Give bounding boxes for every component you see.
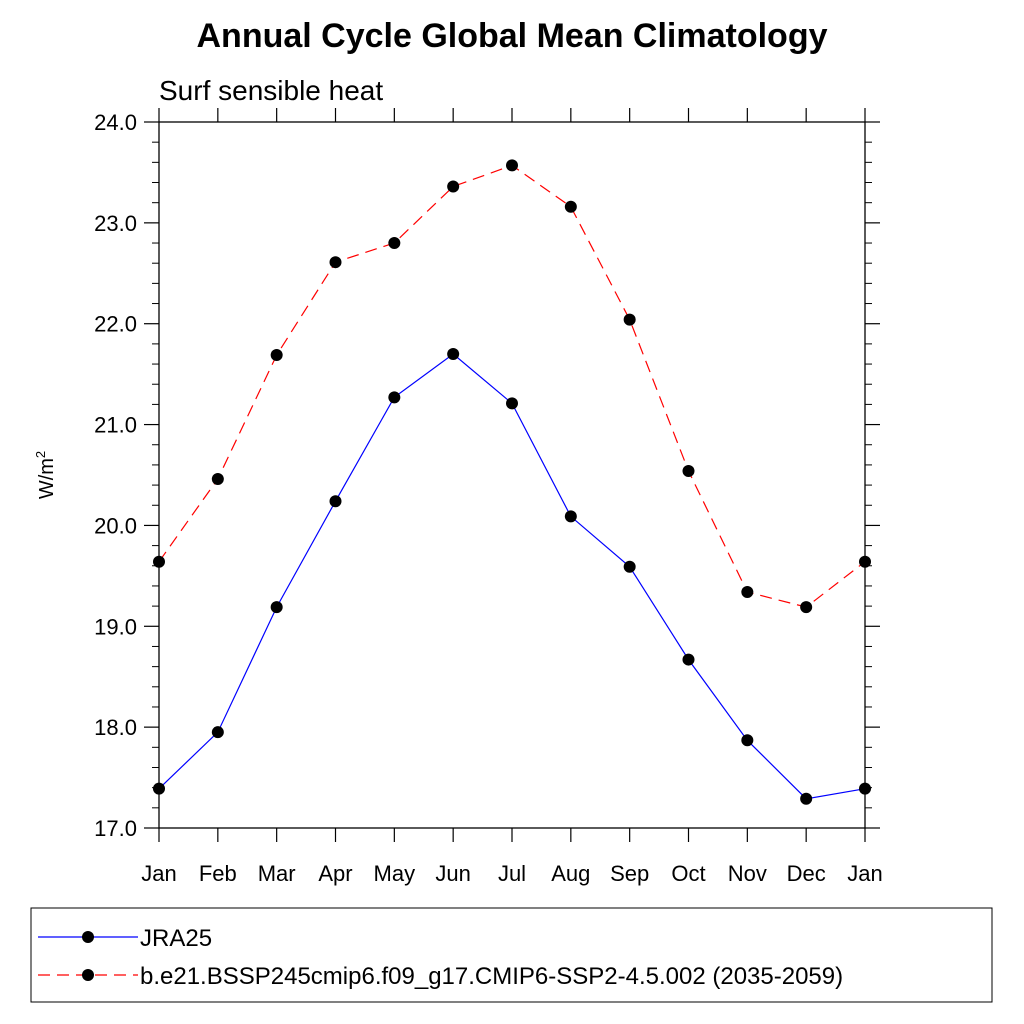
chart-subtitle: Surf sensible heat (159, 75, 383, 106)
series-layer (153, 159, 871, 805)
series-1-point (682, 464, 695, 477)
series-0-point (329, 495, 342, 508)
y-tick-label: 24.0 (94, 110, 137, 135)
series-1-point (741, 585, 754, 598)
series-line-1 (158, 164, 866, 608)
legend: JRA25 b.e21.BSSP245cmip6.f09_g17.CMIP6-SS… (38, 925, 843, 990)
x-tick-label: Sep (610, 861, 649, 886)
x-tick-label: Jan (847, 861, 882, 886)
x-tick-label: Nov (728, 861, 767, 886)
series-0-point (506, 397, 518, 410)
series-1-point (270, 348, 283, 361)
series-0-point (270, 601, 283, 614)
x-tick-label: Oct (671, 861, 705, 886)
series-0-point (741, 734, 754, 747)
series-0-point (388, 391, 401, 404)
legend-marker-1 (82, 969, 94, 981)
legend-label-0: JRA25 (140, 925, 212, 952)
y-tick-label: 17.0 (94, 816, 137, 841)
chart-title: Annual Cycle Global Mean Climatology (197, 17, 828, 55)
plot-frame (158, 121, 866, 829)
series-0-point (682, 653, 695, 666)
x-tick-label: Apr (318, 861, 352, 886)
x-tick-label: Mar (258, 861, 296, 886)
y-tick-label: 19.0 (94, 614, 137, 639)
legend-box (30, 907, 993, 1003)
series-0-point (564, 510, 577, 523)
x-tick-label: Feb (199, 861, 237, 886)
series-0-point (211, 726, 224, 739)
series-1-point (506, 159, 518, 172)
legend-label-1: b.e21.BSSP245cmip6.f09_g17.CMIP6-SSP2-4.… (140, 963, 843, 990)
x-tick-label: Jan (141, 861, 176, 886)
series-0-point (623, 560, 636, 573)
series-0-point (447, 347, 460, 360)
y-tick-label: 18.0 (94, 715, 137, 740)
series-1-point (388, 237, 401, 250)
y-axis-label: W/m2 (33, 451, 58, 499)
x-tick-label: May (374, 861, 416, 886)
y-tick-label: 20.0 (94, 513, 137, 538)
series-1-point (800, 601, 813, 614)
y-axis-label-unit: W/m (36, 458, 58, 499)
y-tick-label: 22.0 (94, 312, 137, 337)
series-line-0 (158, 353, 866, 800)
y-tick-label: 23.0 (94, 211, 137, 236)
y-axis-label-exponent: 2 (33, 451, 48, 458)
series-1-point (329, 256, 342, 269)
x-tick-label: Jun (435, 861, 470, 886)
y-tick-label: 21.0 (94, 413, 137, 438)
x-tick-label: Dec (787, 861, 826, 886)
x-tick-label: Jul (498, 861, 526, 886)
series-1-point (211, 473, 224, 486)
series-1-point (623, 313, 636, 326)
series-1-point (564, 200, 577, 213)
x-tick-label: Aug (551, 861, 590, 886)
series-0-point (800, 792, 813, 805)
legend-marker-0 (82, 931, 94, 943)
series-1-point (447, 180, 460, 193)
axis-ticks: 17.0 18.0 19.0 20.0 21.0 22.0 23.0 24.0 Jan Feb Ma… (94, 108, 883, 886)
